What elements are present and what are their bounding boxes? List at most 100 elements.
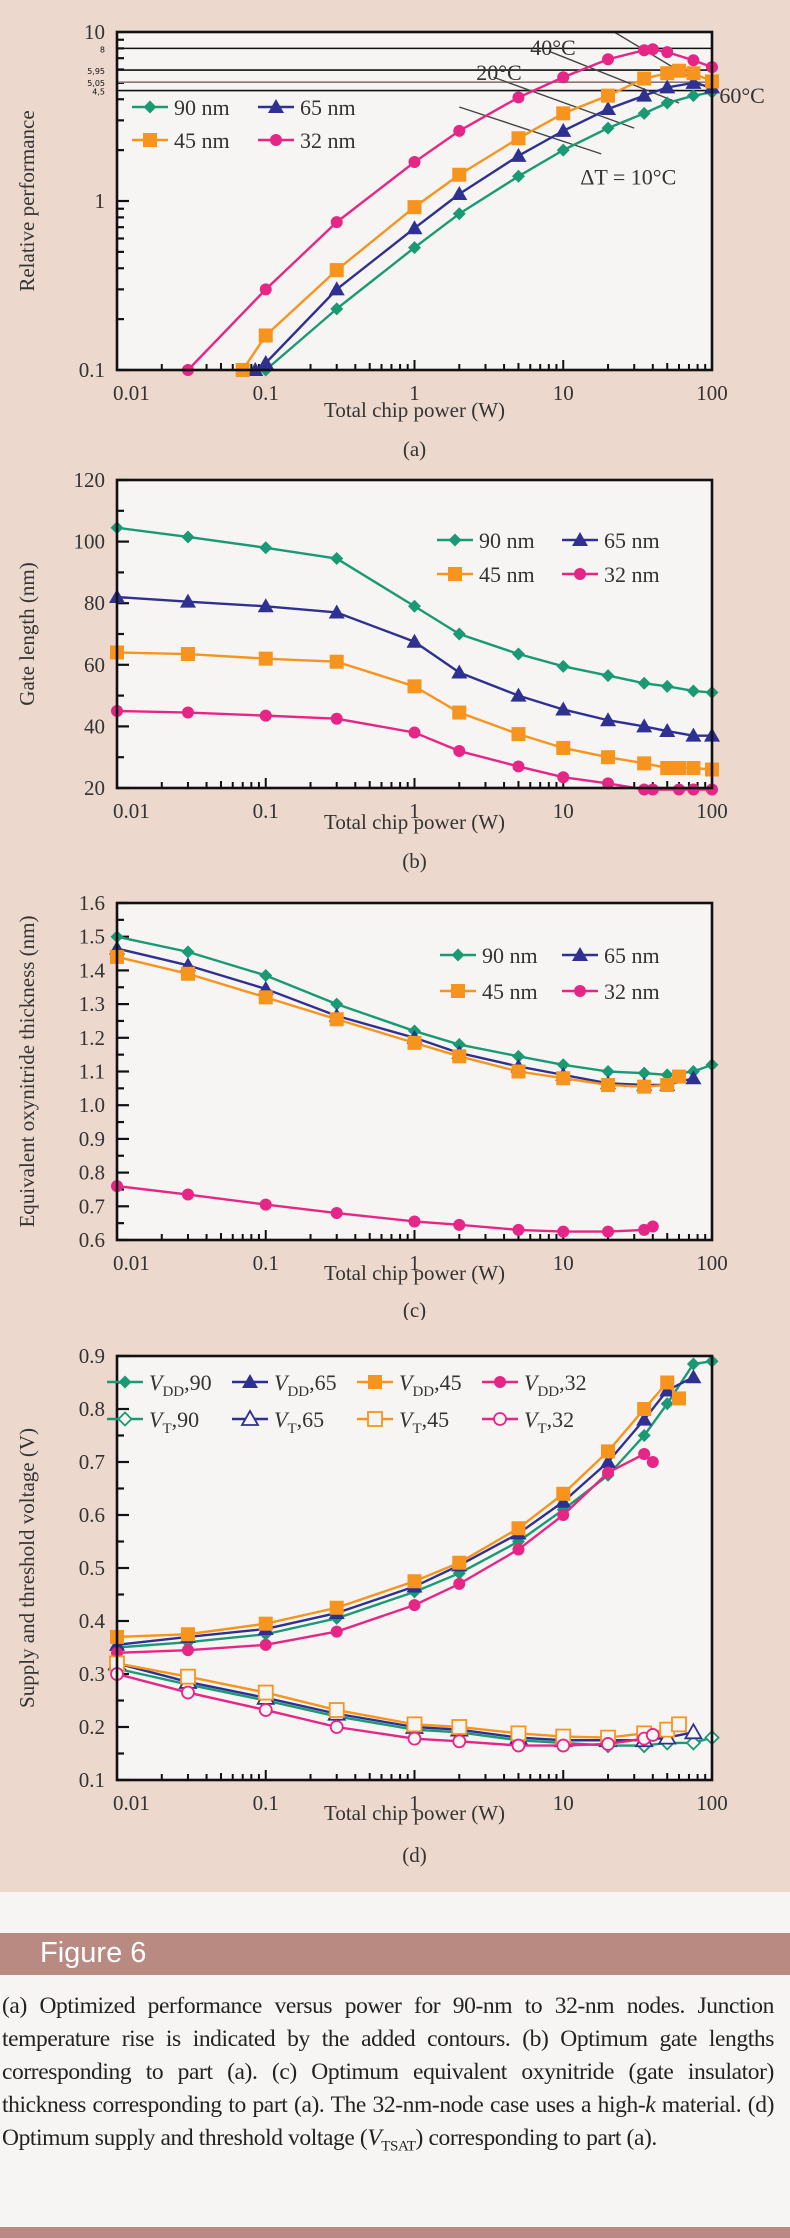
x-tick-label: 0.01 xyxy=(113,799,150,823)
data-point xyxy=(453,745,466,758)
caption-text-tsat: TSAT xyxy=(381,2138,416,2155)
legend-marker xyxy=(448,567,462,581)
y-tick-label: 10 xyxy=(84,20,105,44)
data-point xyxy=(257,1684,274,1701)
legend-label: 65 nm xyxy=(300,95,356,120)
data-point xyxy=(258,1616,273,1631)
legend-item: 45 nm xyxy=(440,979,538,1004)
legend-item: 65 nm xyxy=(258,95,356,120)
data-point xyxy=(556,106,571,121)
data-point xyxy=(671,1716,687,1733)
y-tick-label: 1.5 xyxy=(79,925,105,949)
data-point xyxy=(259,709,272,722)
data-point xyxy=(329,654,344,669)
data-point xyxy=(329,1600,344,1615)
data-point xyxy=(259,968,273,982)
data-point xyxy=(408,156,421,169)
data-point xyxy=(601,1444,616,1459)
contour-label: ΔT = 10°C xyxy=(580,165,676,190)
series-32-nm xyxy=(181,43,718,376)
data-point xyxy=(555,122,572,137)
data-point xyxy=(328,281,345,296)
data-point xyxy=(181,706,194,719)
legend-marker xyxy=(572,947,588,961)
x-tick-label: 100 xyxy=(696,799,728,823)
reference-line-label: 4,5 xyxy=(92,88,105,97)
legend-label: VDD,45 xyxy=(399,1370,462,1400)
data-point xyxy=(452,627,466,641)
y-tick-label: 0.1 xyxy=(79,358,105,382)
data-point xyxy=(257,598,274,613)
figure-caption: (a) Optimized performance versus power f… xyxy=(2,1990,774,2164)
legend-label: VT,90 xyxy=(149,1407,199,1437)
reference-line-label: 5,95 xyxy=(87,67,105,76)
legend-marker xyxy=(368,1375,382,1389)
data-point xyxy=(638,783,651,796)
y-tick-label: 0.1 xyxy=(79,1768,105,1792)
data-point xyxy=(180,647,195,662)
y-tick-label: 1.2 xyxy=(79,1026,105,1050)
data-point xyxy=(330,997,344,1011)
data-point xyxy=(511,727,526,742)
x-axis-title: Total chip power (W) xyxy=(324,1261,505,1285)
y-tick-label: 0.9 xyxy=(79,1344,105,1368)
data-point xyxy=(330,1625,343,1638)
x-tick-label: 0.01 xyxy=(113,381,150,405)
data-point xyxy=(637,106,651,120)
data-point xyxy=(510,687,527,702)
y-tick-label: 1.4 xyxy=(79,958,106,982)
legend-item: VDD,32 xyxy=(482,1370,587,1400)
y-axis-title: Gate length (nm) xyxy=(15,562,39,705)
legend-label: 45 nm xyxy=(479,562,535,587)
data-point xyxy=(672,1069,686,1084)
data-point xyxy=(556,1738,571,1753)
data-point xyxy=(602,1225,615,1238)
data-point xyxy=(453,1577,466,1590)
temperature-contour xyxy=(493,76,635,129)
data-point xyxy=(686,66,701,81)
data-point xyxy=(451,186,468,201)
series-90-nm xyxy=(110,521,719,700)
panel-label: (a) xyxy=(403,437,426,461)
data-point xyxy=(556,143,570,157)
data-point xyxy=(328,604,345,619)
data-point xyxy=(259,541,273,555)
legend-marker xyxy=(143,100,157,114)
legend-item: VDD,90 xyxy=(107,1370,212,1400)
y-axis-title: Relative performance xyxy=(15,110,39,291)
data-point xyxy=(645,1728,660,1742)
y-tick-label: 60 xyxy=(84,653,105,677)
data-point xyxy=(686,89,700,103)
contour-label: 20°C xyxy=(476,60,521,85)
legend-marker xyxy=(448,533,462,547)
plot-frame xyxy=(115,478,714,790)
legend-item: VT,65 xyxy=(232,1407,324,1437)
data-point xyxy=(673,783,685,796)
data-point xyxy=(408,241,421,255)
data-point xyxy=(600,712,617,727)
data-point xyxy=(329,1012,344,1027)
chart-d-voltage: 0.01 0.1 1 10 100 0.1 0.2 0.3 0.4 0.5 0.6 0.7 0.8 0.9… xyxy=(15,1344,728,1867)
caption-text-2: material. (d) Optimum supply and thresho… xyxy=(2,2092,774,2151)
figure-banner: Figure 6 xyxy=(0,1933,790,1975)
y-tick-label: 1.6 xyxy=(79,891,105,915)
data-point xyxy=(259,1638,272,1651)
data-point xyxy=(646,783,659,796)
data-point xyxy=(672,63,686,78)
legend-label: 32 nm xyxy=(604,562,660,587)
reference-line-label: 8 xyxy=(100,45,105,54)
data-point xyxy=(672,760,686,775)
legend-item: VT,45 xyxy=(357,1407,449,1437)
data-point xyxy=(452,207,466,221)
series-65-nm xyxy=(109,589,720,742)
chart-c-oxynitride-thickness: 0.01 0.1 1 10 100 0.6 0.7 0.8 0.9 1.0 1.1 1.2 1.3 1.4… xyxy=(15,891,728,1320)
series-32-nm xyxy=(111,1180,659,1238)
data-point xyxy=(686,684,700,698)
legend-item: 65 nm xyxy=(562,943,660,968)
panel-label: (d) xyxy=(402,1843,427,1867)
data-point xyxy=(660,1077,675,1092)
series-line xyxy=(254,81,713,371)
x-tick-label: 10 xyxy=(553,799,574,823)
data-point xyxy=(556,659,570,673)
y-tick-label: 80 xyxy=(84,591,105,615)
